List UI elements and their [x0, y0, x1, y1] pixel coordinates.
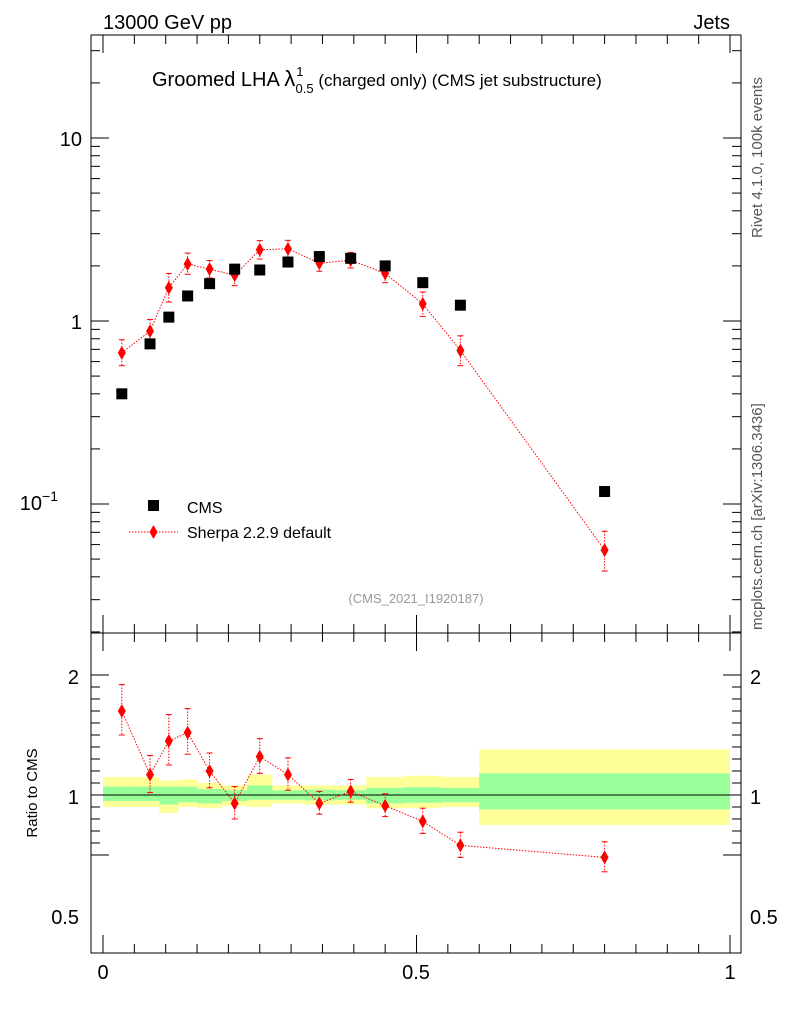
ratio-ytick-label-2-right: 2: [750, 667, 761, 689]
data-point: [417, 277, 429, 289]
ratio-point: [346, 784, 355, 799]
legend-mc-marker: [149, 525, 158, 539]
title-suffix: (charged only) (CMS jet substructure): [314, 71, 602, 90]
ratio-point: [183, 725, 192, 740]
data-point: [345, 252, 357, 264]
ytick-label-0-1: 10−1: [20, 488, 58, 515]
legend-mc-label: Sherpa 2.2.9 default: [187, 525, 332, 542]
ytick-label-10: 10: [60, 129, 82, 151]
data-point: [379, 260, 391, 272]
ratio-point: [255, 749, 264, 764]
ratio-point: [146, 767, 155, 782]
mc-point: [183, 256, 192, 271]
data-point: [182, 290, 194, 302]
mc-point: [456, 343, 465, 358]
band-inner: [178, 786, 198, 803]
data-point: [229, 263, 241, 275]
ytick-sci-exponent: −1: [42, 488, 58, 504]
legend: CMS Sherpa 2.2.9 default: [129, 500, 332, 542]
data-point: [116, 388, 128, 400]
ytick-label-1: 1: [71, 312, 82, 334]
ratio-point: [205, 764, 214, 778]
mc-point: [205, 262, 214, 277]
ratio-ytick-label-1: 1: [68, 787, 79, 809]
band-inner: [103, 786, 132, 801]
ratio-axis-ticks: [91, 633, 741, 953]
main-plot-frame: [90, 34, 742, 634]
plot-title: Groomed LHA λ1 0.5 (charged only) (CMS je…: [152, 64, 602, 96]
ratio-series: [117, 684, 609, 873]
mcplots-label: mcplots.cern.ch [arXiv:1306.3436]: [749, 403, 766, 630]
ratio-point: [381, 798, 390, 813]
mc-point: [146, 324, 155, 339]
mc-point: [255, 242, 264, 257]
analysis-id: (CMS_2021_I1920187): [348, 591, 483, 606]
ratio-ytick-label-0-5: 0.5: [51, 907, 79, 929]
ratio-uncertainty-bands: [103, 749, 730, 825]
mc-point: [600, 543, 609, 558]
mc-line: [121, 248, 606, 551]
xtick-label-0: 0: [97, 962, 108, 984]
ratio-ytick-label-2: 2: [68, 667, 79, 689]
legend-data-marker: [148, 500, 159, 511]
mc-point: [283, 241, 292, 256]
ytick-sci-base: 10: [20, 493, 42, 515]
band-inner: [247, 785, 273, 800]
data-series: [116, 251, 611, 498]
ratio-ytick-label-1-right: 1: [750, 787, 761, 809]
title-prefix: Groomed LHA: [152, 69, 284, 91]
ratio-point: [315, 796, 324, 811]
mc-series: [117, 239, 609, 572]
data-point: [254, 264, 266, 276]
title-superscript: 1: [296, 64, 303, 79]
mc-point: [117, 345, 126, 360]
ratio-point: [600, 850, 609, 865]
band-inner: [131, 786, 160, 801]
ratio-point: [283, 767, 292, 782]
xtick-label-1: 1: [724, 962, 735, 984]
ratio-ylabel: Ratio to CMS: [24, 748, 41, 837]
data-point: [454, 299, 466, 311]
ratio-point: [418, 814, 427, 829]
title-subscript: 0.5: [296, 81, 314, 96]
band-inner: [366, 787, 404, 804]
ratio-ytick-label-0-5-right: 0.5: [750, 907, 778, 929]
mc-point: [164, 280, 173, 295]
category-label: Jets: [693, 12, 730, 34]
xtick-label-0-5: 0.5: [402, 962, 430, 984]
band-inner: [479, 773, 730, 810]
ratio-point: [164, 734, 173, 748]
data-point: [163, 311, 175, 323]
rivet-label: Rivet 4.1.0, 100k events: [749, 77, 766, 238]
band-inner: [159, 786, 179, 805]
ratio-point: [456, 838, 465, 853]
data-point: [282, 256, 294, 268]
data-point: [313, 251, 325, 263]
data-point: [144, 338, 156, 350]
energy-label: 13000 GeV pp: [103, 12, 232, 34]
main-axis-ticks: [91, 35, 741, 633]
data-point: [599, 486, 611, 498]
ratio-point: [230, 796, 239, 811]
mc-point: [418, 296, 427, 311]
ratio-point: [117, 704, 126, 718]
data-point: [204, 278, 216, 290]
title-lambda: λ: [284, 66, 295, 91]
band-inner: [197, 789, 223, 804]
legend-data-label: CMS: [187, 500, 223, 517]
